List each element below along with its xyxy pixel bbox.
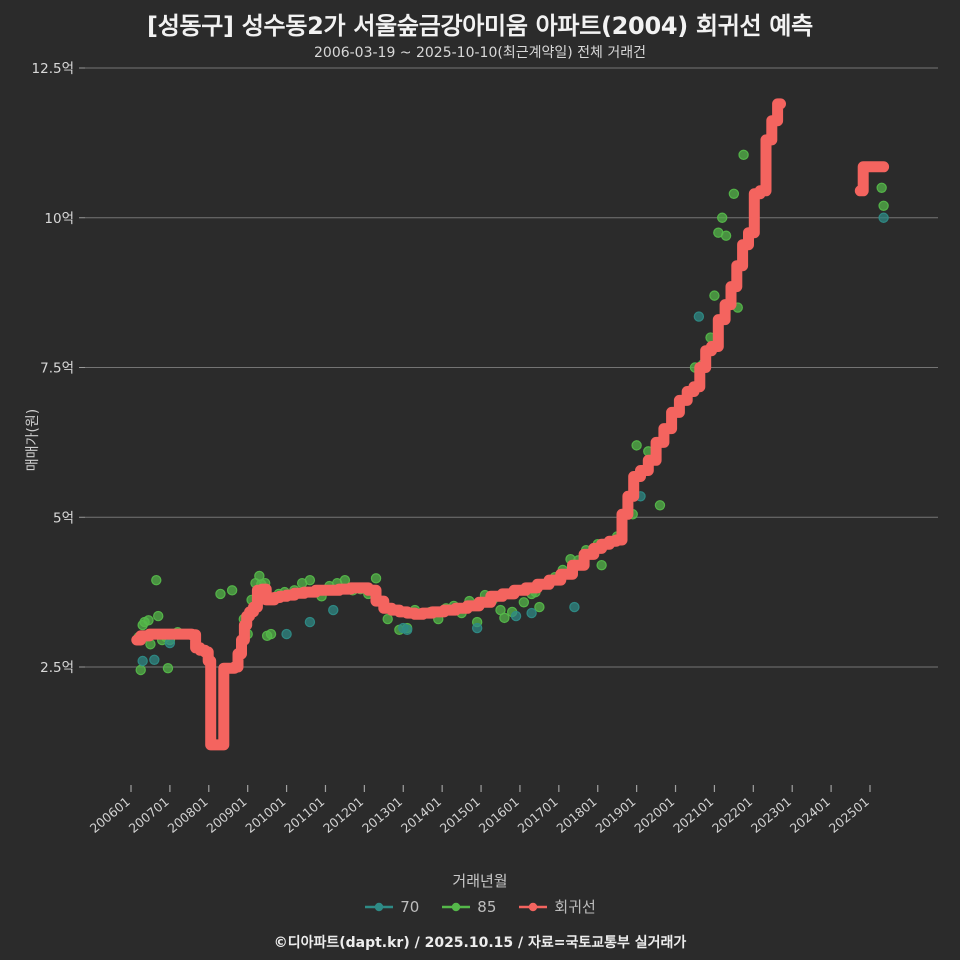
x-tick-label: 201301 xyxy=(359,794,405,836)
page-subtitle: 2006-03-19 ~ 2025-10-10(최근계약일) 전체 거래건 xyxy=(314,45,646,61)
legend-marker-70-icon xyxy=(365,902,394,911)
chart-canvas: 12.5억 10억 7.5억 5억 2.5억 200601200701200801200… xyxy=(32,61,938,836)
scatter-point xyxy=(526,607,537,619)
legend-item-85[interactable]: 85 xyxy=(441,898,496,916)
scatter-point xyxy=(281,628,292,640)
scatter-point xyxy=(510,610,522,622)
footer-attribution: ©디아파트(dapt.kr) / 2025.10.15 / 자료=국토교통부 실… xyxy=(273,935,687,951)
legend-marker-85-icon xyxy=(442,902,471,911)
scatter-point xyxy=(149,654,160,666)
legend-label-70: 70 xyxy=(400,897,420,916)
scatter-point xyxy=(151,574,162,586)
regression-line-path xyxy=(854,161,890,197)
x-tick-label: 201801 xyxy=(553,794,599,836)
scatter-point xyxy=(569,601,580,613)
scatter-point xyxy=(226,585,238,596)
page-title: [성동구] 성수동2가 서울숲금강아미움 아파트(2004) 회귀선 예측 xyxy=(147,12,813,40)
scatter-point xyxy=(215,588,226,600)
scatter-point xyxy=(304,616,316,628)
y-tick-label: 12.5억 xyxy=(32,61,74,77)
x-tick-label: 200801 xyxy=(165,794,211,836)
scatter-point xyxy=(720,230,732,241)
regression-line-path xyxy=(131,98,786,751)
scatter-point xyxy=(304,574,316,586)
scatter-point xyxy=(596,559,607,571)
chart-legend: 70 85 회귀선 xyxy=(0,896,960,917)
scatter-point xyxy=(164,637,176,649)
y-tick-label: 7.5억 xyxy=(40,361,74,377)
scatter-point xyxy=(143,615,154,626)
x-axis-label: 거래년월 xyxy=(452,872,508,890)
scatter-point xyxy=(654,500,666,511)
y-axis-label: 매매가(원) xyxy=(25,408,41,472)
y-tick-label: 2.5억 xyxy=(40,660,74,676)
scatter-point xyxy=(401,624,413,636)
x-tick-label: 200601 xyxy=(87,794,133,836)
x-tick-label: 200701 xyxy=(126,794,172,836)
gridlines xyxy=(79,67,938,668)
y-tick-label: 5억 xyxy=(53,510,74,526)
scatter-series-70 xyxy=(137,212,889,667)
scatter-point xyxy=(518,597,530,608)
x-tick-label: 201501 xyxy=(437,794,483,836)
scatter-point xyxy=(370,573,382,584)
scatter-point xyxy=(162,662,174,674)
x-tick-label: 200901 xyxy=(203,794,249,836)
x-tick-label: 201001 xyxy=(242,794,288,836)
legend-item-70[interactable]: 70 xyxy=(364,898,419,916)
x-tick-label: 202201 xyxy=(709,794,755,836)
scatter-point xyxy=(328,604,339,616)
legend-marker-regression-icon xyxy=(519,902,548,911)
x-tick-labels: 2006012007012008012009012010012011012012… xyxy=(87,794,872,836)
scatter-point xyxy=(728,188,740,199)
scatter-point xyxy=(738,149,749,161)
scatter-point xyxy=(878,212,889,223)
x-tick-label: 202001 xyxy=(631,794,677,836)
scatter-point xyxy=(135,664,146,676)
regression-line xyxy=(131,98,890,751)
legend-label-85: 85 xyxy=(477,897,497,916)
y-tick-labels: 12.5억 10억 7.5억 5억 2.5억 xyxy=(32,61,74,676)
x-tick-label: 201701 xyxy=(515,794,561,836)
scatter-point xyxy=(534,601,545,613)
scatter-point xyxy=(717,212,728,223)
x-tick-label: 202101 xyxy=(670,794,716,836)
x-tick-label: 201901 xyxy=(592,794,638,836)
scatter-point xyxy=(876,182,887,193)
x-tick-label: 201401 xyxy=(398,794,444,836)
legend-label-regression: 회귀선 xyxy=(554,898,596,916)
scatter-point xyxy=(471,622,483,634)
scatter-point xyxy=(878,200,889,211)
scatter-point xyxy=(153,610,164,622)
scatter-point xyxy=(499,612,510,624)
scatter-point xyxy=(693,311,705,322)
scatter-point xyxy=(631,440,642,451)
x-tick-label: 201201 xyxy=(320,794,366,836)
x-ticks xyxy=(130,785,871,792)
x-tick-label: 202501 xyxy=(826,794,872,836)
x-tick-label: 202301 xyxy=(748,794,794,836)
x-tick-label: 201101 xyxy=(281,794,327,836)
scatter-point xyxy=(265,628,277,640)
scatter-point xyxy=(382,613,393,625)
scatter-point xyxy=(137,655,148,667)
scatter-point xyxy=(709,290,720,301)
y-tick-label: 10억 xyxy=(44,211,74,227)
x-tick-label: 202401 xyxy=(787,794,833,836)
legend-item-regression[interactable]: 회귀선 xyxy=(518,896,596,917)
x-tick-label: 201601 xyxy=(476,794,522,836)
